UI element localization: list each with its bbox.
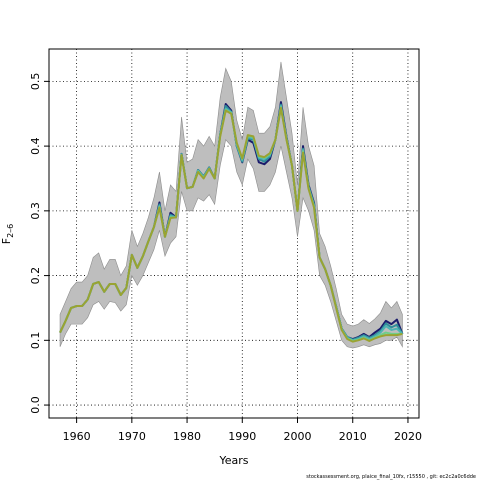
y-axis: 0.0 0.1 0.2 0.3 0.4 0.5 — [29, 73, 49, 414]
x-tick-label-1: 1970 — [118, 430, 146, 443]
series-line-4 — [59, 106, 403, 343]
y-axis-label: F2–6 — [0, 224, 15, 245]
x-axis: 1960 1970 1980 1990 2000 2010 2020 — [63, 418, 422, 443]
svg-text:F2–6: F2–6 — [0, 224, 15, 245]
y-tick-label-2: 0.2 — [29, 267, 42, 285]
series-lines — [59, 101, 404, 343]
x-tick-label-6: 2020 — [394, 430, 422, 443]
y-axis-label-main: F — [0, 238, 13, 244]
confidence-band — [59, 61, 403, 349]
x-axis-label: Years — [218, 454, 248, 467]
y-tick-label-5: 0.5 — [29, 73, 42, 91]
y-tick-label-1: 0.1 — [29, 332, 42, 350]
x-tick-label-4: 2000 — [284, 430, 312, 443]
footer-text: stockassessment.org, plaice_final_10fx, … — [306, 474, 476, 480]
x-tick-label-2: 1980 — [173, 430, 201, 443]
y-tick-label-3: 0.3 — [29, 202, 42, 220]
x-tick-label-5: 2010 — [339, 430, 367, 443]
confidence-band-area — [59, 61, 403, 349]
x-tick-label-0: 1960 — [63, 430, 91, 443]
y-axis-label-sub: 2–6 — [6, 224, 15, 238]
plot-frame — [48, 48, 420, 419]
y-tick-label-4: 0.4 — [29, 137, 42, 155]
x-tick-label-3: 1990 — [228, 430, 256, 443]
y-tick-label-0: 0.0 — [29, 396, 42, 414]
